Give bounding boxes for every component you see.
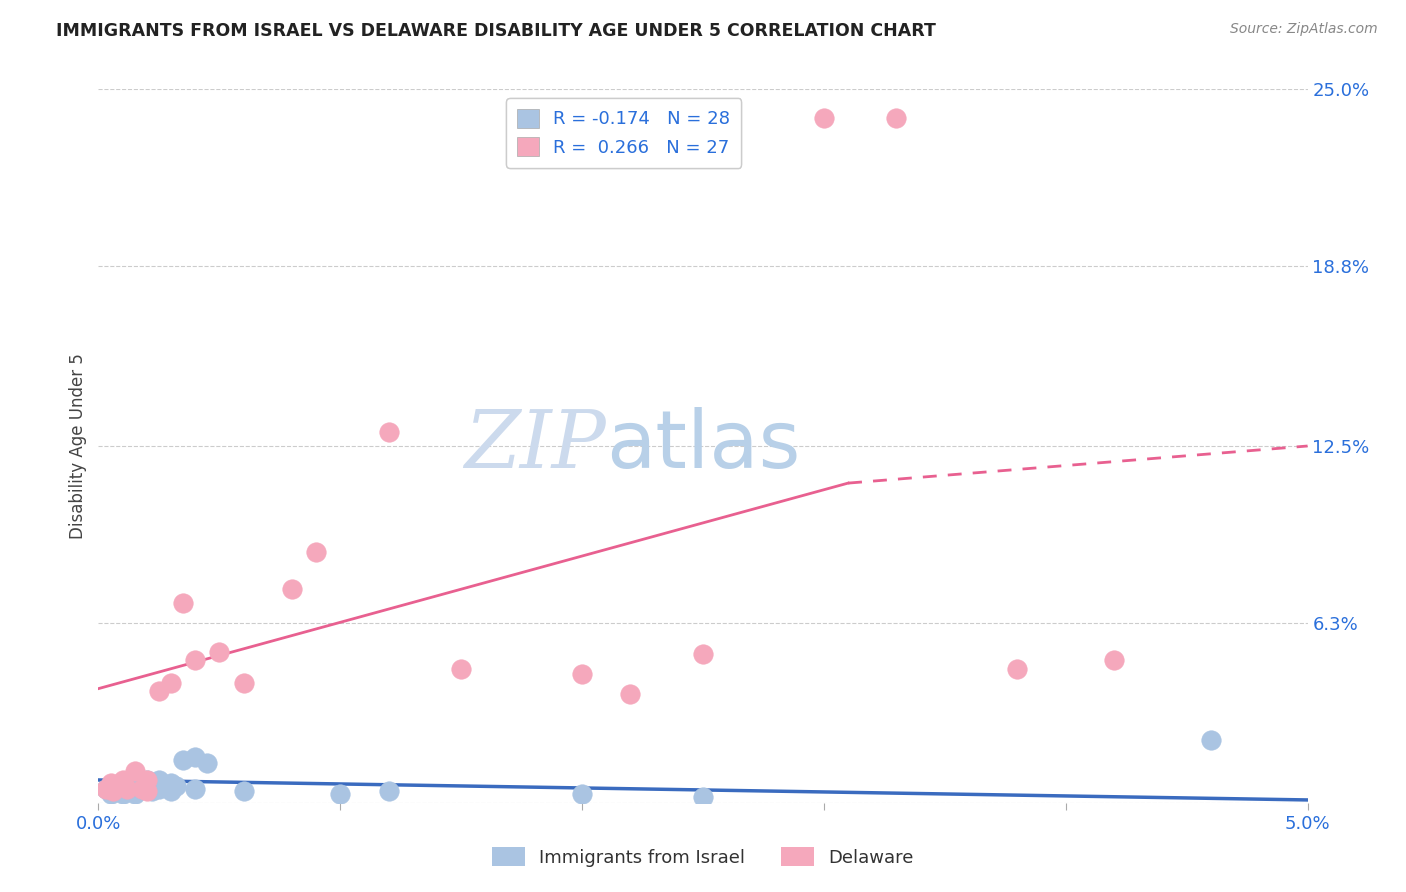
- Point: [111, 772, 134, 787]
- Point: [107, 779, 129, 793]
- Point: [1102, 653, 1125, 667]
- Point: [571, 667, 593, 681]
- Point: [160, 676, 183, 690]
- Text: IMMIGRANTS FROM ISRAEL VS DELAWARE DISABILITY AGE UNDER 5 CORRELATION CHART: IMMIGRANTS FROM ISRAEL VS DELAWARE DISAB…: [56, 22, 936, 40]
- Point: [232, 784, 254, 798]
- Point: [101, 779, 124, 793]
- Point: [195, 756, 218, 770]
- Text: Source: ZipAtlas.com: Source: ZipAtlas.com: [1230, 22, 1378, 37]
- Text: ZIP: ZIP: [464, 408, 606, 484]
- Point: [377, 784, 399, 798]
- Point: [101, 784, 124, 798]
- Point: [117, 781, 139, 796]
- Point: [131, 781, 153, 796]
- Text: atlas: atlas: [606, 407, 800, 485]
- Point: [141, 784, 163, 798]
- Point: [148, 684, 170, 698]
- Point: [94, 781, 117, 796]
- Point: [329, 787, 352, 801]
- Point: [160, 784, 183, 798]
- Legend: R = -0.174   N = 28, R =  0.266   N = 27: R = -0.174 N = 28, R = 0.266 N = 27: [506, 98, 741, 168]
- Point: [184, 781, 207, 796]
- Point: [160, 776, 183, 790]
- Point: [124, 787, 146, 801]
- Point: [1007, 662, 1029, 676]
- Point: [118, 784, 141, 798]
- Point: [135, 772, 157, 787]
- Point: [886, 111, 908, 125]
- Point: [813, 111, 835, 125]
- Point: [1199, 733, 1222, 747]
- Point: [117, 781, 139, 796]
- Point: [165, 779, 187, 793]
- Point: [184, 750, 207, 764]
- Point: [692, 790, 714, 805]
- Point: [377, 425, 399, 439]
- Point: [124, 779, 146, 793]
- Point: [619, 687, 641, 701]
- Point: [184, 653, 207, 667]
- Point: [208, 644, 231, 658]
- Point: [100, 776, 122, 790]
- Point: [281, 582, 304, 596]
- Point: [111, 787, 134, 801]
- Point: [100, 787, 122, 801]
- Point: [94, 781, 117, 796]
- Point: [692, 648, 714, 662]
- Point: [172, 596, 194, 610]
- Point: [450, 662, 472, 676]
- Y-axis label: Disability Age Under 5: Disability Age Under 5: [69, 353, 87, 539]
- Point: [172, 753, 194, 767]
- Legend: Immigrants from Israel, Delaware: Immigrants from Israel, Delaware: [485, 840, 921, 874]
- Point: [124, 764, 146, 779]
- Point: [135, 772, 157, 787]
- Point: [148, 781, 170, 796]
- Point: [232, 676, 254, 690]
- Point: [148, 772, 170, 787]
- Point: [135, 784, 157, 798]
- Point: [571, 787, 593, 801]
- Point: [107, 784, 129, 798]
- Point: [111, 776, 134, 790]
- Point: [305, 544, 328, 558]
- Point: [135, 781, 157, 796]
